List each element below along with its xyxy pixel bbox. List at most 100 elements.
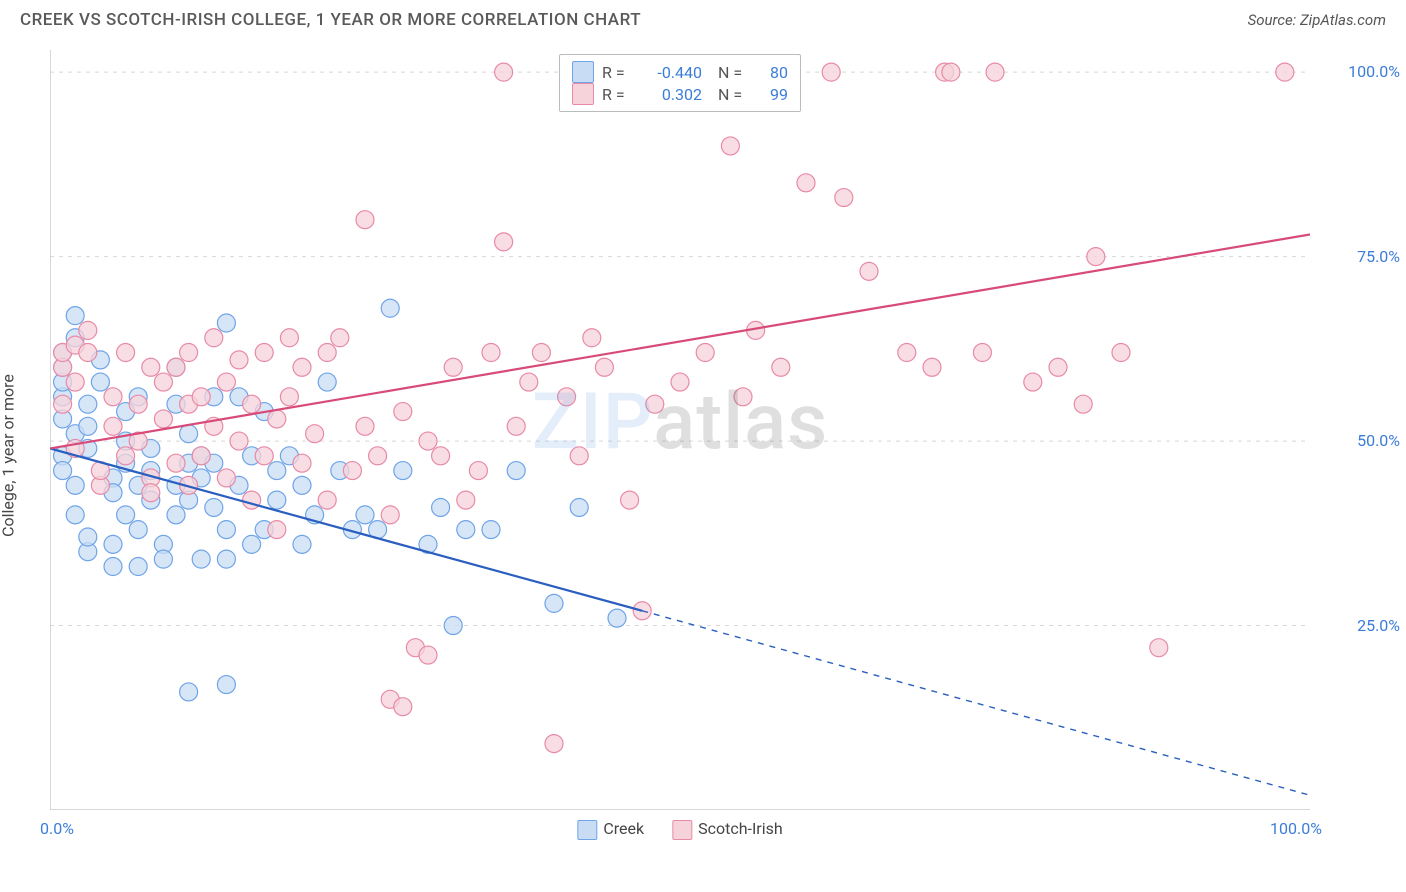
data-point-scotch-irish bbox=[797, 174, 815, 192]
data-point-scotch-irish bbox=[1087, 248, 1105, 266]
legend-swatch bbox=[577, 820, 597, 840]
data-point-scotch-irish bbox=[381, 506, 399, 524]
data-point-creek bbox=[66, 506, 84, 524]
data-point-scotch-irish bbox=[457, 491, 475, 509]
y-tick-label: 25.0% bbox=[1357, 616, 1400, 635]
legend-label: Creek bbox=[603, 819, 644, 838]
data-point-scotch-irish bbox=[520, 373, 538, 391]
data-point-creek bbox=[293, 476, 311, 494]
r-value: 0.302 bbox=[642, 85, 702, 104]
data-point-creek bbox=[432, 498, 450, 516]
data-point-scotch-irish bbox=[721, 137, 739, 155]
data-point-scotch-irish bbox=[986, 63, 1004, 81]
data-point-scotch-irish bbox=[230, 351, 248, 369]
n-label: N = bbox=[718, 63, 750, 82]
data-point-creek bbox=[104, 558, 122, 576]
data-point-creek bbox=[444, 617, 462, 635]
data-point-scotch-irish bbox=[142, 484, 160, 502]
data-point-scotch-irish bbox=[369, 447, 387, 465]
regression-line-scotch-irish bbox=[50, 234, 1310, 448]
data-point-creek bbox=[129, 558, 147, 576]
data-point-scotch-irish bbox=[104, 388, 122, 406]
stats-legend-row: R = 0.302 N = 99 bbox=[572, 83, 788, 105]
data-point-scotch-irish bbox=[230, 432, 248, 450]
data-point-creek bbox=[104, 535, 122, 553]
r-value: -0.440 bbox=[642, 63, 702, 82]
data-point-scotch-irish bbox=[621, 491, 639, 509]
data-point-scotch-irish bbox=[255, 344, 273, 362]
data-point-scotch-irish bbox=[318, 344, 336, 362]
n-label: N = bbox=[718, 85, 750, 104]
data-point-scotch-irish bbox=[570, 447, 588, 465]
data-point-creek bbox=[268, 462, 286, 480]
data-point-scotch-irish bbox=[1112, 344, 1130, 362]
data-point-scotch-irish bbox=[293, 358, 311, 376]
data-point-creek bbox=[217, 550, 235, 568]
data-point-scotch-irish bbox=[356, 211, 374, 229]
legend-item: Scotch-Irish bbox=[672, 819, 783, 840]
data-point-scotch-irish bbox=[192, 447, 210, 465]
data-point-scotch-irish bbox=[306, 425, 324, 443]
data-point-scotch-irish bbox=[973, 344, 991, 362]
data-point-scotch-irish bbox=[331, 329, 349, 347]
data-point-creek bbox=[54, 462, 72, 480]
data-point-creek bbox=[507, 462, 525, 480]
stats-legend-row: R = -0.440 N = 80 bbox=[572, 61, 788, 83]
data-point-scotch-irish bbox=[482, 344, 500, 362]
data-point-creek bbox=[167, 506, 185, 524]
data-point-scotch-irish bbox=[646, 395, 664, 413]
data-point-scotch-irish bbox=[545, 735, 563, 753]
data-point-creek bbox=[394, 462, 412, 480]
data-point-creek bbox=[205, 498, 223, 516]
data-point-creek bbox=[217, 314, 235, 332]
legend-label: Scotch-Irish bbox=[698, 819, 783, 838]
data-point-creek bbox=[154, 550, 172, 568]
data-point-scotch-irish bbox=[66, 373, 84, 391]
data-point-scotch-irish bbox=[734, 388, 752, 406]
data-point-creek bbox=[79, 528, 97, 546]
data-point-scotch-irish bbox=[217, 469, 235, 487]
data-point-creek bbox=[129, 521, 147, 539]
r-label: R = bbox=[602, 85, 634, 104]
data-point-scotch-irish bbox=[268, 521, 286, 539]
data-point-scotch-irish bbox=[167, 358, 185, 376]
n-value: 80 bbox=[758, 63, 788, 82]
data-point-scotch-irish bbox=[671, 373, 689, 391]
x-tick-label: 0.0% bbox=[40, 819, 74, 838]
series-legend: Creek Scotch-Irish bbox=[577, 819, 782, 840]
data-point-scotch-irish bbox=[167, 454, 185, 472]
data-point-scotch-irish bbox=[532, 344, 550, 362]
data-point-scotch-irish bbox=[280, 388, 298, 406]
data-point-scotch-irish bbox=[255, 447, 273, 465]
n-value: 99 bbox=[758, 85, 788, 104]
data-point-creek bbox=[608, 609, 626, 627]
legend-swatch bbox=[672, 820, 692, 840]
r-label: R = bbox=[602, 63, 634, 82]
source-citation: Source: ZipAtlas.com bbox=[1248, 11, 1386, 29]
scatter-plot: 25.0%50.0%75.0%100.0%0.0%100.0%ZIPatlasR… bbox=[50, 50, 1310, 810]
data-point-scotch-irish bbox=[495, 233, 513, 251]
data-point-scotch-irish bbox=[469, 462, 487, 480]
data-point-scotch-irish bbox=[419, 432, 437, 450]
data-point-creek bbox=[180, 425, 198, 443]
data-point-creek bbox=[192, 550, 210, 568]
legend-swatch bbox=[572, 83, 594, 105]
data-point-scotch-irish bbox=[583, 329, 601, 347]
data-point-creek bbox=[217, 676, 235, 694]
data-point-scotch-irish bbox=[192, 388, 210, 406]
data-point-scotch-irish bbox=[180, 344, 198, 362]
y-tick-label: 75.0% bbox=[1357, 247, 1400, 266]
data-point-scotch-irish bbox=[495, 63, 513, 81]
data-point-scotch-irish bbox=[558, 388, 576, 406]
header: CREEK VS SCOTCH-IRISH COLLEGE, 1 YEAR OR… bbox=[0, 0, 1406, 30]
regression-line-dash-creek bbox=[642, 611, 1310, 795]
y-tick-label: 50.0% bbox=[1357, 431, 1400, 450]
data-point-creek bbox=[545, 594, 563, 612]
data-point-scotch-irish bbox=[1049, 358, 1067, 376]
data-point-scotch-irish bbox=[117, 344, 135, 362]
data-point-scotch-irish bbox=[1074, 395, 1092, 413]
data-point-creek bbox=[79, 417, 97, 435]
data-point-scotch-irish bbox=[293, 454, 311, 472]
chart-area: 25.0%50.0%75.0%100.0%0.0%100.0%ZIPatlasR… bbox=[50, 50, 1310, 810]
data-point-scotch-irish bbox=[1150, 639, 1168, 657]
